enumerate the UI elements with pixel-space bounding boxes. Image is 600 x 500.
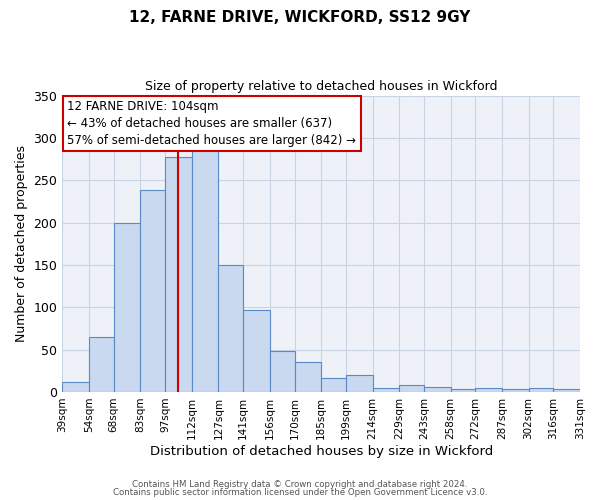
Bar [451, 390, 475, 392]
Bar [140, 190, 165, 392]
Title: Size of property relative to detached houses in Wickford: Size of property relative to detached ho… [145, 80, 497, 93]
Bar [502, 390, 529, 392]
Bar [192, 146, 218, 392]
Bar [399, 385, 424, 392]
Bar [424, 387, 451, 392]
Y-axis label: Number of detached properties: Number of detached properties [15, 146, 28, 342]
Bar [165, 156, 192, 392]
Bar [243, 310, 270, 392]
Bar [529, 388, 553, 392]
X-axis label: Distribution of detached houses by size in Wickford: Distribution of detached houses by size … [149, 444, 493, 458]
Bar [89, 337, 114, 392]
Bar [114, 222, 140, 392]
Bar [218, 265, 243, 392]
Bar [346, 375, 373, 392]
Text: 12, FARNE DRIVE, WICKFORD, SS12 9GY: 12, FARNE DRIVE, WICKFORD, SS12 9GY [130, 10, 470, 25]
Bar [475, 388, 502, 392]
Text: Contains HM Land Registry data © Crown copyright and database right 2024.: Contains HM Land Registry data © Crown c… [132, 480, 468, 489]
Bar [270, 352, 295, 392]
Bar [62, 382, 89, 392]
Bar [373, 388, 399, 392]
Bar [295, 362, 321, 392]
Bar [553, 390, 580, 392]
Text: Contains public sector information licensed under the Open Government Licence v3: Contains public sector information licen… [113, 488, 487, 497]
Bar [321, 378, 346, 392]
Text: 12 FARNE DRIVE: 104sqm
← 43% of detached houses are smaller (637)
57% of semi-de: 12 FARNE DRIVE: 104sqm ← 43% of detached… [67, 100, 356, 147]
